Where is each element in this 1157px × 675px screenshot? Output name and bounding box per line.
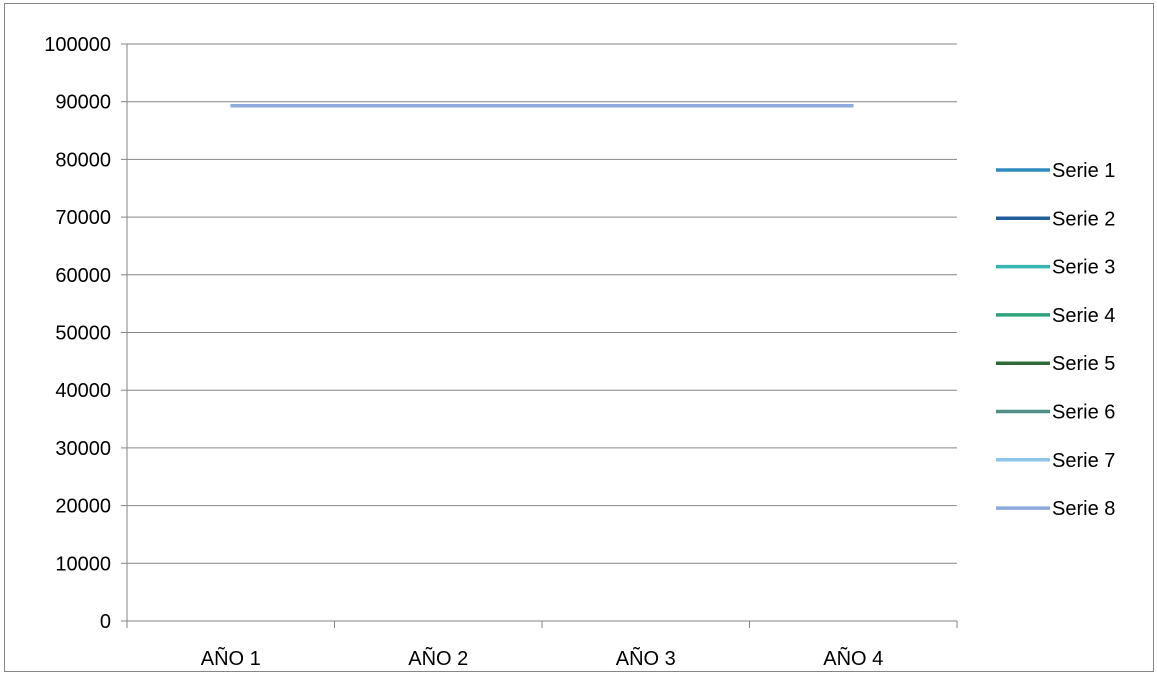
gridlines [127, 43, 957, 564]
legend-label: Serie 4 [1052, 305, 1115, 327]
legend-label: Serie 5 [1052, 353, 1115, 375]
legend-label: Serie 8 [1052, 498, 1115, 520]
y-tick-label: 0 [100, 611, 111, 633]
y-tick-label: 70000 [55, 207, 111, 229]
x-tick-label: AÑO 2 [408, 646, 468, 670]
legend-entry: Serie 5 [996, 353, 1115, 375]
legend-label: Serie 1 [1052, 160, 1115, 182]
legend-label: Serie 2 [1052, 208, 1115, 230]
legend-entry: Serie 4 [996, 305, 1115, 327]
y-tick-label: 50000 [55, 323, 111, 345]
chart-area [4, 3, 1154, 672]
axes [121, 43, 958, 628]
y-tick-label: 20000 [55, 496, 111, 518]
y-tick-label: 60000 [55, 265, 111, 287]
legend-label: Serie 3 [1052, 257, 1115, 279]
y-tick-label: 10000 [55, 553, 111, 575]
legend-entry: Serie 7 [996, 450, 1115, 472]
legend-entry: Serie 1 [996, 160, 1115, 182]
legend-entry: Serie 8 [996, 498, 1115, 520]
legend: Serie 1 Serie 2 Serie 3 Serie 4 Serie 5 Serie… [996, 160, 1115, 520]
x-axis-tick-labels: AÑO 1 AÑO 2 AÑO 3 AÑO 4 [201, 646, 884, 670]
y-tick-label: 80000 [55, 149, 111, 171]
x-tick-label: AÑO 4 [823, 646, 883, 670]
legend-entry: Serie 2 [996, 208, 1115, 230]
legend-entry: Serie 6 [996, 402, 1115, 424]
x-tick-label: AÑO 1 [201, 646, 261, 670]
y-axis-tick-labels: 0 10000 20000 30000 40000 50000 60000 70000 8000… [44, 34, 111, 633]
legend-label: Serie 7 [1052, 450, 1115, 472]
legend-entry: Serie 3 [996, 257, 1115, 279]
y-tick-label: 90000 [55, 92, 111, 114]
y-tick-label: 30000 [55, 438, 111, 460]
y-tick-label: 100000 [44, 34, 111, 56]
legend-label: Serie 6 [1052, 402, 1115, 424]
x-tick-label: AÑO 3 [616, 646, 676, 670]
y-tick-label: 40000 [55, 380, 111, 402]
